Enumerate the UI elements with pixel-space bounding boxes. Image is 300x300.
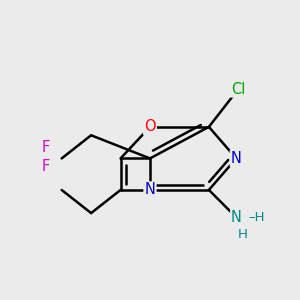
Text: F: F (42, 159, 50, 174)
Text: O: O (144, 119, 156, 134)
Text: –H: –H (249, 211, 265, 224)
Text: N: N (145, 182, 155, 197)
Text: N: N (231, 151, 242, 166)
Text: Cl: Cl (231, 82, 245, 97)
Text: F: F (42, 140, 50, 155)
Text: N: N (231, 210, 242, 225)
Text: H: H (238, 228, 248, 241)
